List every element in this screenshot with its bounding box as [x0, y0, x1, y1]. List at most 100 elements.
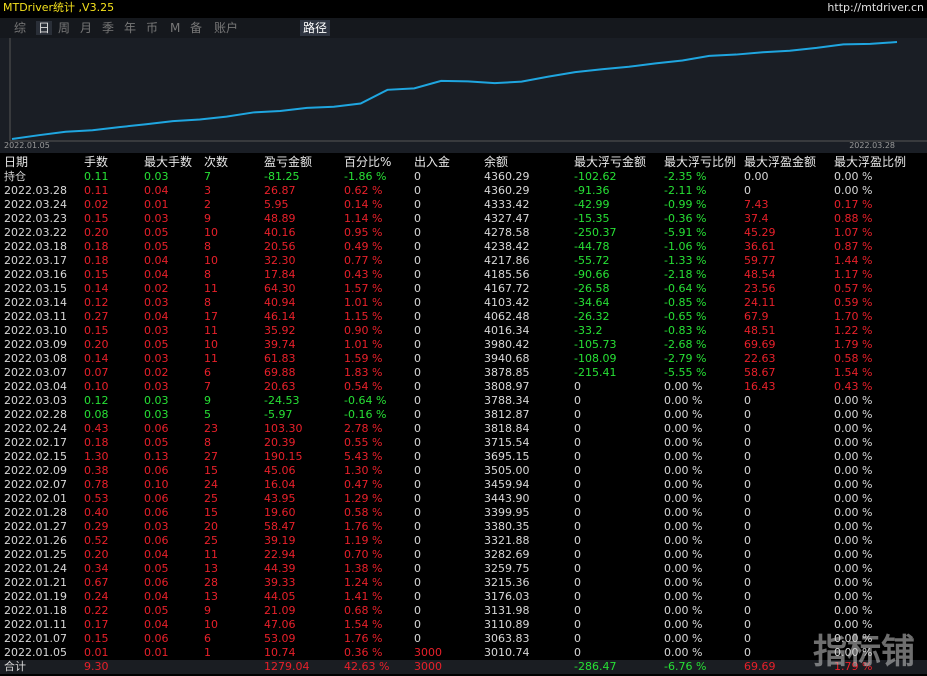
cell: 0 — [574, 520, 581, 533]
tab[interactable]: 币 — [146, 21, 159, 35]
cell: 1.29 % — [344, 492, 383, 505]
cell: 0.43 % — [834, 380, 873, 393]
tab[interactable]: 备 — [190, 21, 203, 35]
start-date: 2022.01.05 — [4, 141, 50, 150]
cell: 8 — [204, 240, 211, 253]
tab[interactable]: 综 — [14, 21, 27, 35]
cell: -5.97 — [264, 408, 293, 421]
cell: 3282.69 — [484, 548, 530, 561]
cell: -0.16 % — [344, 408, 387, 421]
cell: 0 — [744, 604, 751, 617]
cell: 4016.34 — [484, 324, 530, 337]
cell: 2022.02.17 — [4, 436, 67, 449]
cell: -0.65 % — [664, 310, 707, 323]
cell: 4278.58 — [484, 226, 530, 239]
url[interactable]: http://mtdriver.cn — [827, 1, 924, 14]
cell: 0 — [574, 422, 581, 435]
cell: 0.05 — [144, 240, 169, 253]
cell: 10.74 — [264, 646, 296, 659]
cell: 0.03 — [144, 380, 169, 393]
cell: 6 — [204, 366, 211, 379]
cell: 0.03 — [144, 394, 169, 407]
cell: -15.35 — [574, 212, 610, 225]
cell: 9 — [204, 212, 211, 225]
tab[interactable]: 季 — [102, 21, 115, 35]
cell: 0.58 % — [834, 352, 873, 365]
cell: 3818.84 — [484, 422, 530, 435]
cell: 47.06 — [264, 618, 296, 631]
cell: 4238.42 — [484, 240, 530, 253]
cell: -1.86 % — [344, 170, 387, 183]
cell: 44.05 — [264, 590, 296, 603]
cell: 40.16 — [264, 226, 296, 239]
cell: 0 — [414, 618, 421, 631]
total-cell: 1.79 % — [834, 660, 873, 673]
cell: 0.00 % — [664, 618, 703, 631]
cell: 0.00 % — [664, 548, 703, 561]
cell: 45.29 — [744, 226, 776, 239]
cell: 8 — [204, 296, 211, 309]
cell: 0 — [414, 268, 421, 281]
tab-active[interactable]: 路径 — [300, 20, 331, 36]
cell: 0 — [574, 548, 581, 561]
cell: 0 — [744, 576, 751, 589]
tab[interactable]: 日 — [36, 21, 53, 35]
cell: 0 — [574, 408, 581, 421]
cell: 0.49 % — [344, 240, 383, 253]
cell: 58.47 — [264, 520, 296, 533]
cell: 4360.29 — [484, 184, 530, 197]
tab[interactable]: 年 — [124, 21, 137, 35]
cell: 0 — [574, 506, 581, 519]
column-header: 日期 — [4, 155, 29, 169]
cell: 0.06 — [144, 492, 169, 505]
tab[interactable]: M — [170, 21, 181, 35]
cell: 0 — [414, 184, 421, 197]
cell: 64.30 — [264, 282, 296, 295]
cell: 3110.89 — [484, 618, 530, 631]
cell: 0.47 % — [344, 478, 383, 491]
cell: 0.00 % — [664, 590, 703, 603]
cell: 3459.94 — [484, 478, 530, 491]
cell: 2022.03.11 — [4, 310, 67, 323]
tab[interactable]: 周 — [58, 21, 71, 35]
cell: 0.00 % — [834, 632, 873, 645]
cell: 0.57 % — [834, 282, 873, 295]
cell: 0.00 % — [664, 632, 703, 645]
column-header: 盈亏金额 — [264, 155, 313, 169]
cell: 0.06 — [144, 534, 169, 547]
cell: 11 — [204, 352, 218, 365]
cell: -24.53 — [264, 394, 300, 407]
tab-bar: 综日周月季年币 M 备账户 路径 — [0, 18, 927, 38]
column-header: 最大手数 — [144, 155, 193, 169]
cell: 3443.90 — [484, 492, 530, 505]
cell: 0.00 % — [834, 492, 873, 505]
cell: 0 — [574, 618, 581, 631]
cell: 2022.02.01 — [4, 492, 67, 505]
cell: 0.00 % — [664, 422, 703, 435]
cell: 0.14 — [84, 352, 109, 365]
total-cell: 69.69 — [744, 660, 776, 673]
cell: -90.66 — [574, 268, 610, 281]
cell: 0.13 — [144, 450, 169, 463]
cell: 0 — [574, 394, 581, 407]
cell: 15 — [204, 506, 218, 519]
cell: 0 — [414, 394, 421, 407]
cell: 0 — [414, 422, 421, 435]
cell: 2022.03.24 — [4, 198, 67, 211]
cell: 0.00 % — [664, 506, 703, 519]
cell: -1.06 % — [664, 240, 707, 253]
cell: 2022.01.18 — [4, 604, 67, 617]
cell: 0.00 % — [664, 478, 703, 491]
cell: 59.77 — [744, 254, 776, 267]
cell: 0.00 % — [834, 478, 873, 491]
tab[interactable]: 月 — [80, 21, 93, 35]
chart-bg — [0, 38, 927, 153]
cell: 0 — [414, 506, 421, 519]
cell: 44.39 — [264, 562, 296, 575]
cell: 0 — [574, 464, 581, 477]
cell: 2022.03.08 — [4, 352, 67, 365]
cell: 0.00 % — [834, 436, 873, 449]
tab[interactable]: 账户 — [214, 21, 239, 35]
total-cell: -286.47 — [574, 660, 617, 673]
cell: 0.00 % — [664, 534, 703, 547]
